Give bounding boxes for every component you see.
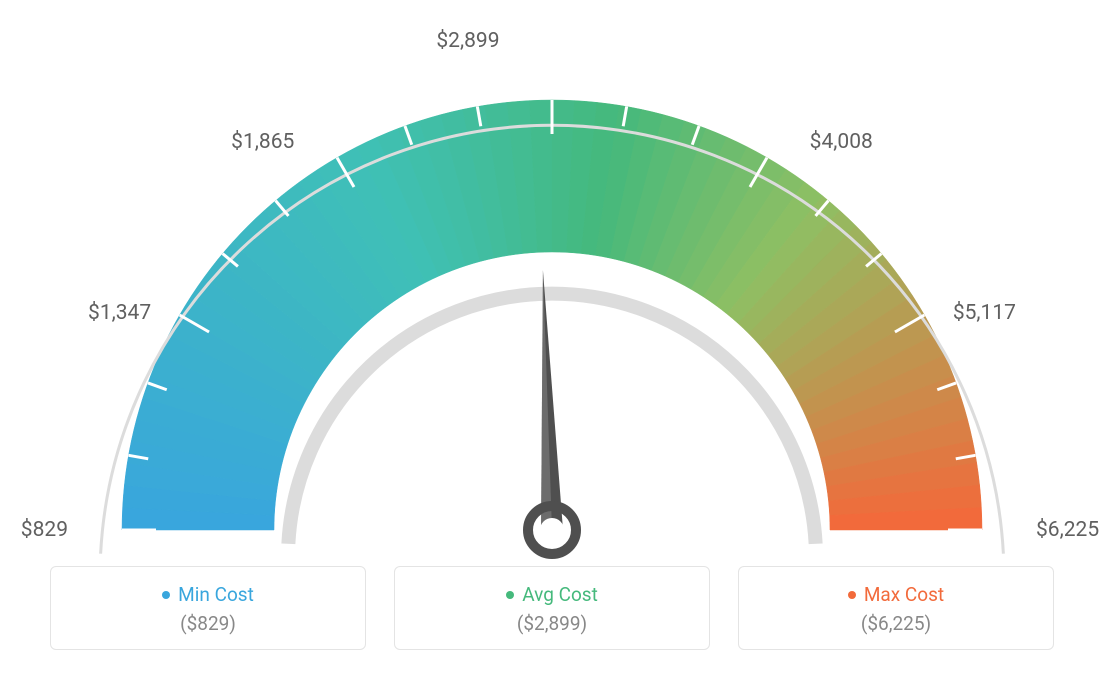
gauge-chart: $829 $1,347 $1,865 $2,899 $4,008 $5,117 $6,225	[0, 0, 1104, 560]
gauge-tick-label: $6,225	[1036, 518, 1099, 542]
gauge-svg	[0, 20, 1104, 580]
max-cost-label: Max Cost	[848, 583, 944, 606]
gauge-tick-label: $829	[21, 518, 68, 542]
gauge-tick-label: $2,899	[436, 29, 499, 53]
max-cost-value: ($6,225)	[739, 612, 1053, 635]
gauge-tick-label: $5,117	[953, 301, 1016, 325]
avg-cost-value: ($2,899)	[395, 612, 709, 635]
min-cost-label-text: Min Cost	[178, 583, 254, 606]
avg-cost-label: Avg Cost	[506, 583, 598, 606]
cost-gauge-infographic: $829 $1,347 $1,865 $2,899 $4,008 $5,117 $6,225…	[0, 0, 1104, 690]
max-cost-card: Max Cost ($6,225)	[738, 566, 1054, 650]
gauge-tick-label: $4,008	[810, 130, 873, 154]
avg-cost-card: Avg Cost ($2,899)	[394, 566, 710, 650]
gauge-tick-label: $1,347	[88, 301, 151, 325]
max-cost-label-text: Max Cost	[864, 583, 944, 606]
dot-icon	[506, 591, 514, 599]
min-cost-label: Min Cost	[162, 583, 254, 606]
dot-icon	[162, 591, 170, 599]
dot-icon	[848, 591, 856, 599]
cost-cards: Min Cost ($829) Avg Cost ($2,899) Max Co…	[50, 566, 1054, 650]
avg-cost-label-text: Avg Cost	[522, 583, 598, 606]
min-cost-card: Min Cost ($829)	[50, 566, 366, 650]
min-cost-value: ($829)	[51, 612, 365, 635]
gauge-tick-label: $1,865	[231, 130, 294, 154]
